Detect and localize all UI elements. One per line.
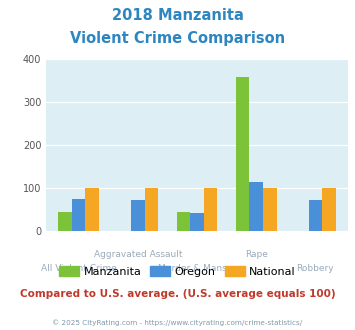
Bar [204, 188, 217, 231]
Bar [58, 212, 72, 231]
Bar [72, 199, 86, 231]
Text: All Violent Crime: All Violent Crime [41, 264, 116, 273]
Bar [177, 212, 190, 231]
Bar [322, 188, 336, 231]
Bar [249, 182, 263, 231]
Text: Violent Crime Comparison: Violent Crime Comparison [70, 31, 285, 46]
Text: Murder & Mans...: Murder & Mans... [158, 264, 236, 273]
Text: © 2025 CityRating.com - https://www.cityrating.com/crime-statistics/: © 2025 CityRating.com - https://www.city… [53, 319, 302, 326]
Bar [190, 213, 204, 231]
Text: 2018 Manzanita: 2018 Manzanita [111, 8, 244, 23]
Text: Rape: Rape [245, 250, 268, 259]
Bar [145, 188, 158, 231]
Bar [131, 200, 145, 231]
Text: Aggravated Assault: Aggravated Assault [94, 250, 182, 259]
Legend: Manzanita, Oregon, National: Manzanita, Oregon, National [55, 261, 300, 281]
Bar [236, 78, 249, 231]
Bar [263, 188, 277, 231]
Bar [86, 188, 99, 231]
Bar [308, 200, 322, 231]
Text: Compared to U.S. average. (U.S. average equals 100): Compared to U.S. average. (U.S. average … [20, 289, 335, 299]
Text: Robbery: Robbery [296, 264, 334, 273]
